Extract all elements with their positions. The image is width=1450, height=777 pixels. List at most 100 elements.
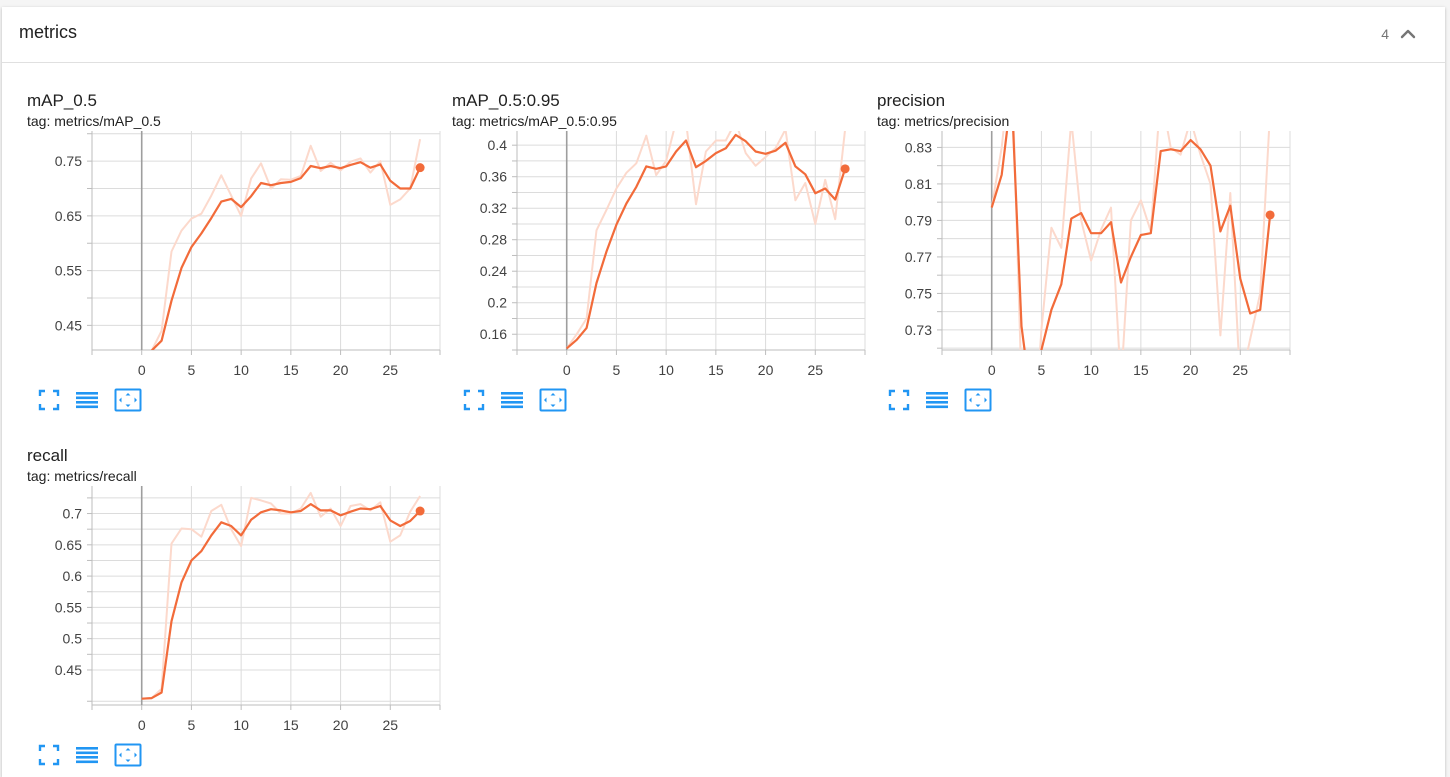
raw-series-line bbox=[141, 491, 421, 700]
x-tick-label: 5 bbox=[613, 362, 621, 378]
raw-series-line bbox=[565, 131, 846, 349]
last-point-marker bbox=[415, 163, 425, 173]
chart-card-map-0-5: mAP_0.5 tag: metrics/mAP_0.5 0.45 0.55 0.6… bbox=[27, 91, 447, 421]
smoothed-series-line bbox=[990, 131, 1272, 350]
chart-tag: tag: metrics/precision bbox=[877, 113, 1010, 129]
y-tick-label: 0.77 bbox=[905, 249, 932, 265]
chart-toolbar bbox=[36, 742, 156, 770]
x-tick-label: 15 bbox=[283, 717, 299, 733]
x-tick-label: 5 bbox=[1038, 362, 1046, 378]
lines-icon[interactable] bbox=[74, 742, 102, 768]
smoothed-series-line bbox=[141, 503, 421, 700]
chevron-up-icon[interactable] bbox=[1397, 23, 1419, 45]
line-chart[interactable]: 0.73 0.75 0.77 0.79 0.81 0.83 0 5 10 15 20 25 bbox=[877, 131, 1297, 383]
grid bbox=[91, 486, 441, 705]
chart-toolbar bbox=[36, 387, 156, 415]
x-tick-label: 20 bbox=[333, 717, 349, 733]
metrics-card: metrics 4 mAP_0.5 tag: metrics/mAP_0.5 0… bbox=[2, 7, 1445, 777]
y-tick-label: 0.24 bbox=[480, 263, 507, 279]
x-tick-label: 0 bbox=[988, 362, 996, 378]
y-tick-label: 0.36 bbox=[480, 169, 507, 185]
x-tick-label: 15 bbox=[1133, 362, 1149, 378]
chart-title: precision bbox=[877, 91, 946, 110]
chart-count-badge: 4 bbox=[1381, 26, 1389, 42]
series-group bbox=[141, 491, 421, 700]
smoothed-series-line bbox=[150, 161, 422, 350]
grid bbox=[941, 131, 1291, 350]
lines-icon[interactable] bbox=[924, 387, 952, 413]
y-tick-label: 0.16 bbox=[480, 326, 507, 342]
chart-tag: tag: metrics/mAP_0.5 bbox=[27, 113, 161, 129]
chart-title: mAP_0.5:0.95 bbox=[452, 91, 560, 110]
x-tick-label: 5 bbox=[188, 717, 196, 733]
chart-title: recall bbox=[27, 446, 68, 465]
y-tick-label: 0.65 bbox=[55, 537, 82, 553]
x-tick-label: 5 bbox=[188, 362, 196, 378]
y-tick-label: 0.55 bbox=[55, 599, 82, 615]
x-tick-label: 0 bbox=[138, 362, 146, 378]
y-tick-label: 0.55 bbox=[55, 263, 82, 279]
x-tick-label: 20 bbox=[333, 362, 349, 378]
x-tick-label: 15 bbox=[708, 362, 724, 378]
y-tick-label: 0.28 bbox=[480, 232, 507, 248]
fit-domain-icon[interactable] bbox=[539, 387, 567, 413]
last-point-marker bbox=[1265, 210, 1275, 220]
lines-icon[interactable] bbox=[499, 387, 527, 413]
last-point-marker bbox=[840, 164, 850, 174]
fit-domain-icon[interactable] bbox=[114, 387, 142, 413]
raw-series-line bbox=[990, 131, 1271, 350]
x-tick-label: 15 bbox=[283, 362, 299, 378]
smoothed-series-line bbox=[565, 133, 847, 350]
y-tick-label: 0.83 bbox=[905, 139, 932, 155]
line-chart[interactable]: 0.45 0.55 0.65 0.75 0 5 10 15 20 25 bbox=[27, 131, 447, 383]
line-chart[interactable]: 0.45 0.5 0.55 0.6 0.65 0.7 0 5 10 15 20 25 bbox=[27, 486, 447, 738]
series-group bbox=[150, 139, 422, 350]
fit-domain-icon[interactable] bbox=[964, 387, 992, 413]
x-tick-label: 25 bbox=[382, 717, 398, 733]
section-title: metrics bbox=[19, 22, 77, 42]
raw-series-line bbox=[150, 139, 422, 350]
x-tick-label: 10 bbox=[233, 717, 249, 733]
line-chart[interactable]: 0.16 0.2 0.24 0.28 0.32 0.36 0.4 0 5 10 15 20 25 bbox=[452, 131, 872, 383]
grid bbox=[91, 131, 441, 350]
y-tick-label: 0.65 bbox=[55, 208, 82, 224]
expand-icon[interactable] bbox=[461, 387, 489, 413]
fit-domain-icon[interactable] bbox=[114, 742, 142, 768]
y-tick-label: 0.79 bbox=[905, 212, 932, 228]
chart-toolbar bbox=[886, 387, 1006, 415]
lines-icon[interactable] bbox=[74, 387, 102, 413]
y-tick-label: 0.6 bbox=[63, 568, 83, 584]
last-point-marker bbox=[415, 506, 425, 516]
chart-card-recall: recall tag: metrics/recall 0.45 0.5 0.55 0.… bbox=[27, 446, 447, 776]
y-tick-label: 0.4 bbox=[488, 137, 508, 153]
x-tick-label: 25 bbox=[807, 362, 823, 378]
x-tick-label: 10 bbox=[1083, 362, 1099, 378]
x-tick-label: 10 bbox=[658, 362, 674, 378]
chart-tag: tag: metrics/mAP_0.5:0.95 bbox=[452, 113, 617, 129]
series-group bbox=[990, 131, 1272, 350]
x-tick-label: 25 bbox=[1232, 362, 1248, 378]
x-tick-label: 25 bbox=[382, 362, 398, 378]
expand-icon[interactable] bbox=[36, 387, 64, 413]
x-tick-label: 20 bbox=[758, 362, 774, 378]
metrics-card-header[interactable]: metrics 4 bbox=[2, 7, 1445, 63]
y-tick-label: 0.2 bbox=[488, 295, 508, 311]
x-tick-label: 10 bbox=[233, 362, 249, 378]
y-tick-label: 0.81 bbox=[905, 176, 932, 192]
expand-icon[interactable] bbox=[886, 387, 914, 413]
chart-tag: tag: metrics/recall bbox=[27, 468, 137, 484]
chart-toolbar bbox=[461, 387, 581, 415]
y-tick-label: 0.45 bbox=[55, 317, 82, 333]
expand-icon[interactable] bbox=[36, 742, 64, 768]
chart-card-precision: precision tag: metrics/precision 0.73 0.7… bbox=[877, 91, 1297, 421]
x-tick-label: 20 bbox=[1183, 362, 1199, 378]
y-tick-label: 0.75 bbox=[905, 285, 932, 301]
x-tick-label: 0 bbox=[563, 362, 571, 378]
y-tick-label: 0.45 bbox=[55, 662, 82, 678]
x-tick-label: 0 bbox=[138, 717, 146, 733]
chart-card-map-0-5-0-95: mAP_0.5:0.95 tag: metrics/mAP_0.5:0.95 0… bbox=[452, 91, 872, 421]
series-group bbox=[565, 131, 847, 350]
y-tick-label: 0.5 bbox=[63, 631, 83, 647]
y-tick-label: 0.75 bbox=[55, 153, 82, 169]
y-tick-label: 0.32 bbox=[480, 200, 507, 216]
